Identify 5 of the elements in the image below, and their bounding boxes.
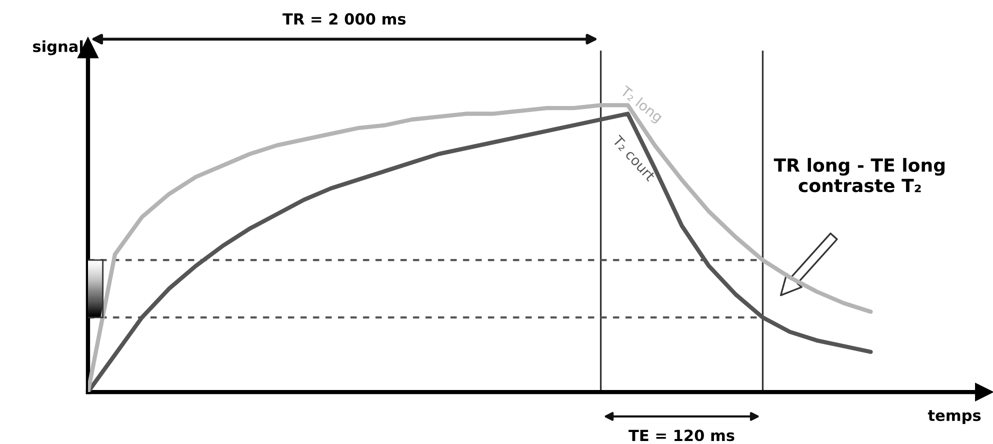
- text: TR = 2 000 ms: [282, 13, 406, 25]
- y-axis-title: signal: [33, 40, 83, 56]
- annotation: TR long - TE long contraste T₂: [774, 158, 945, 192]
- text: TE = 120 ms: [628, 430, 734, 442]
- x-axis-title: temps: [928, 410, 981, 424]
